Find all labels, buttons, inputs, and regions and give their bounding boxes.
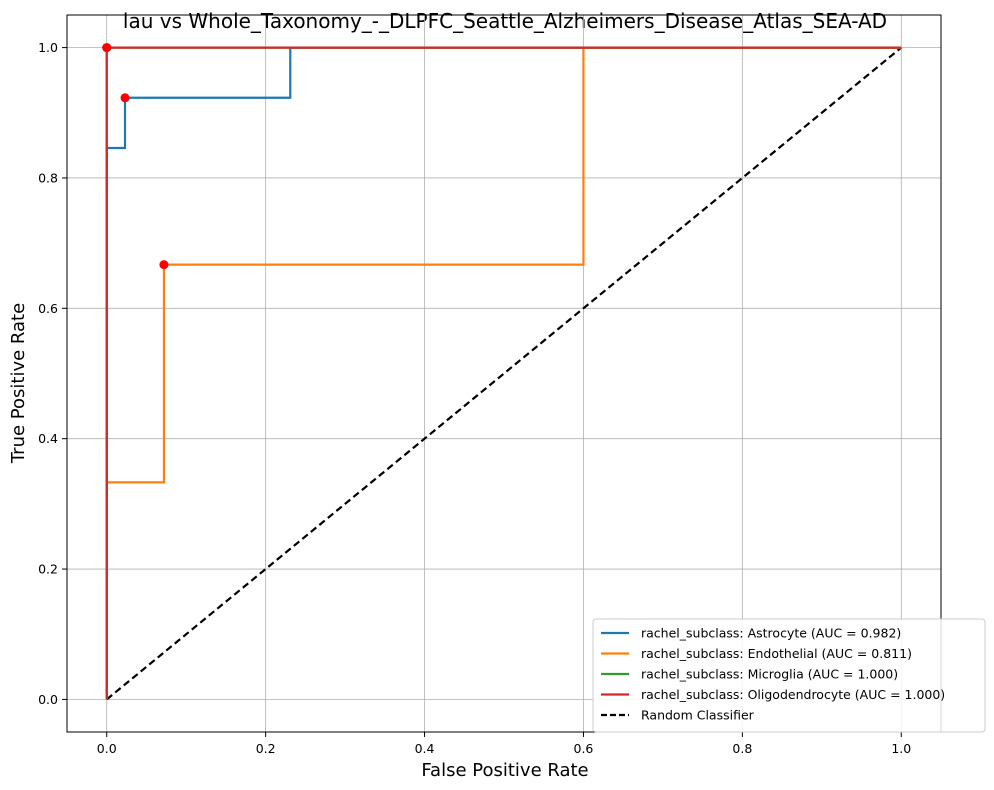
legend-label-4: Random Classifier (641, 708, 755, 723)
y-tick-label: 0.0 (38, 692, 58, 707)
marker-layer (102, 43, 169, 270)
x-tick-label: 1.0 (891, 741, 911, 756)
y-axis-label: True Positive Rate (8, 303, 29, 464)
y-tick-label: 0.2 (38, 562, 58, 577)
optimal-threshold-point-3 (102, 43, 112, 53)
x-tick-label: 0.8 (732, 741, 752, 756)
legend-box (592, 618, 986, 733)
x-axis-ticks: 0.0 0.2 0.4 0.6 0.8 1.0 (97, 732, 911, 756)
random-classifier-line (106, 46, 902, 701)
plot-frame (66, 14, 942, 733)
legend-label-3: rachel_subclass: Oligodendrocyte (AUC = … (641, 687, 945, 702)
legend-label-0: rachel_subclass: Astrocyte (AUC = 0.982) (641, 626, 901, 641)
legend-label-1: rachel_subclass: Endothelial (AUC = 0.81… (641, 646, 912, 661)
y-tick-label: 1.0 (38, 40, 58, 55)
y-tick-label: 0.6 (38, 301, 58, 316)
x-tick-label: 0.2 (256, 741, 276, 756)
legend-label-2: rachel_subclass: Microglia (AUC = 1.000) (641, 667, 898, 682)
series-layer (105, 46, 902, 701)
legend: rachel_subclass: Astrocyte (AUC = 0.982)… (592, 618, 986, 733)
chart-title: lau vs Whole_Taxonomy_-_DLPFC_Seattle_Al… (123, 9, 887, 33)
y-axis-ticks: 0.0 0.2 0.4 0.6 0.8 1.0 (38, 40, 67, 707)
x-tick-label: 0.0 (97, 741, 117, 756)
x-axis-label: False Positive Rate (421, 760, 588, 781)
x-tick-label: 0.6 (574, 741, 594, 756)
optimal-threshold-point-1 (159, 260, 169, 270)
x-tick-label: 0.4 (415, 741, 435, 756)
y-tick-label: 0.8 (38, 170, 58, 185)
y-tick-label: 0.4 (38, 431, 58, 446)
optimal-threshold-point-0 (120, 93, 130, 103)
